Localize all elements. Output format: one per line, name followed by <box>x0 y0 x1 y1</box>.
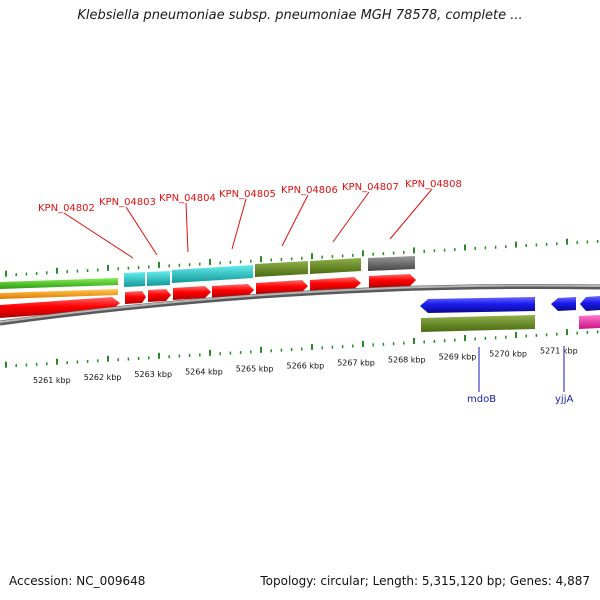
page-title: Klebsiella pneumoniae subsp. pneumoniae … <box>77 8 523 23</box>
callout-line <box>332 191 370 243</box>
backbone <box>0 283 600 326</box>
scale-label: 5269 kbp <box>439 353 477 362</box>
gene-arrow-kpn-04808[interactable] <box>369 274 416 288</box>
scale-labels: 5261 kbp 5262 kbp 5263 kbp 5264 kbp 5265 kbp… <box>33 347 578 385</box>
olive-track <box>255 261 308 277</box>
callout-line <box>125 206 158 256</box>
cyan-track <box>147 271 170 286</box>
gene-arrow-kpn-04803[interactable] <box>148 289 171 302</box>
orange-track <box>0 289 118 299</box>
callout-line <box>281 194 309 247</box>
callout-line <box>185 202 189 253</box>
scale-label: 5263 kbp <box>134 370 172 379</box>
cyan-track <box>124 272 145 287</box>
gene-arrow-kpn-04804[interactable] <box>173 286 211 300</box>
gene-arrow-kpn-04805[interactable] <box>212 284 254 298</box>
gene-label-yjja[interactable]: yjjA <box>555 394 573 405</box>
scale-label: 5268 kbp <box>388 356 426 365</box>
callout-line <box>231 198 247 250</box>
gene-label-kpn-04805[interactable]: KPN_04805 <box>219 189 276 200</box>
gene-arrow-kpn-04806[interactable] <box>256 280 308 295</box>
scale-label: 5267 kbp <box>337 358 375 367</box>
genome-summary: Topology: circular; Length: 5,315,120 bp… <box>260 574 590 588</box>
gene-arrow <box>579 315 600 329</box>
green-track <box>0 278 118 289</box>
gene-label-kpn-04802[interactable]: KPN_04802 <box>38 203 95 214</box>
callout-line <box>63 212 134 259</box>
gene-arrow-kpn-04807[interactable] <box>310 277 361 292</box>
gene-label-kpn-04803[interactable]: KPN_04803 <box>99 197 156 208</box>
gene-callouts: KPN_04802 KPN_04803 KPN_04804 KPN_04805 … <box>38 179 462 259</box>
scale-label: 5261 kbp <box>33 376 71 385</box>
accession-info: Accession: NC_009648 <box>9 574 146 588</box>
gene-arrow[interactable] <box>580 296 600 311</box>
bottom-ruler <box>5 329 599 368</box>
callout-line <box>389 188 433 240</box>
scale-label: 5266 kbp <box>287 361 325 370</box>
gene-label-kpn-04806[interactable]: KPN_04806 <box>281 185 338 196</box>
cyan-track <box>172 265 253 283</box>
olive-track <box>421 315 535 332</box>
gene-label-mdob[interactable]: mdoB <box>467 394 496 405</box>
gene-label-kpn-04808[interactable]: KPN_04808 <box>405 179 462 190</box>
gene-arrow-yjja[interactable] <box>551 297 576 311</box>
gene-arrow[interactable] <box>0 297 120 318</box>
scale-label: 5264 kbp <box>185 367 223 376</box>
gene-arrow-kpn-04802[interactable] <box>125 291 146 304</box>
scale-label: 5265 kbp <box>236 364 274 373</box>
olive-track <box>310 258 361 274</box>
backbone-highlight <box>0 284 600 323</box>
gene-callouts-bottom: mdoB yjjA <box>467 346 573 405</box>
gene-label-kpn-04807[interactable]: KPN_04807 <box>342 182 399 193</box>
feature-tracks <box>0 256 600 332</box>
scale-label: 5262 kbp <box>84 373 122 382</box>
scale-label: 5271 kbp <box>540 347 578 356</box>
gene-arrow-mdob[interactable] <box>420 297 535 313</box>
top-ruler <box>5 238 599 277</box>
gray-track <box>368 256 415 271</box>
gene-label-kpn-04804[interactable]: KPN_04804 <box>159 193 216 204</box>
scale-label: 5270 kbp <box>489 350 527 359</box>
